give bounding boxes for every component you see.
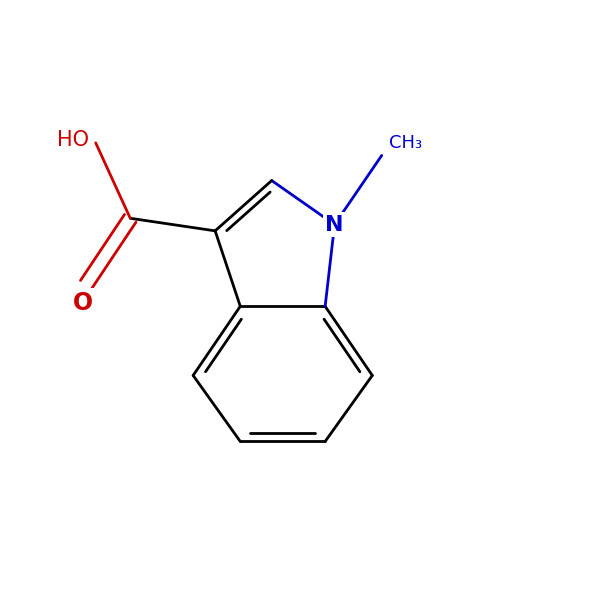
Text: CH₃: CH₃ (389, 134, 422, 152)
Text: O: O (73, 290, 93, 314)
Text: N: N (325, 215, 344, 235)
Text: HO: HO (58, 130, 89, 149)
